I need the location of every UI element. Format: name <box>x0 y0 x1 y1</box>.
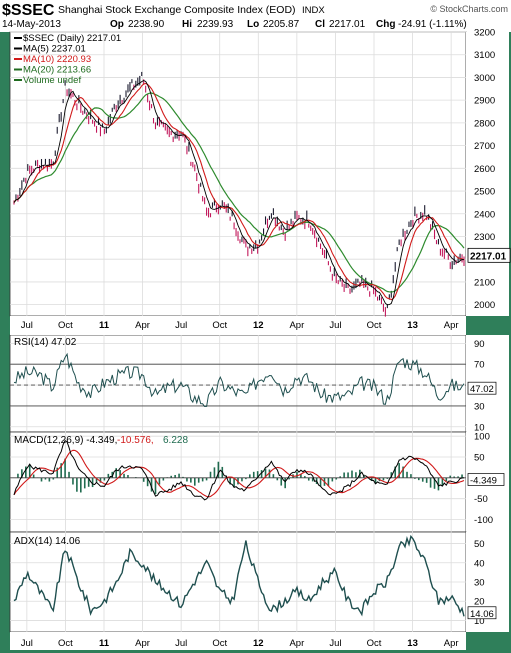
x-label-bottom-1: Oct <box>58 638 73 649</box>
macd-title-b: -10.576, <box>117 435 154 446</box>
macd-title-c: 6.228 <box>163 435 188 446</box>
tick-price-2: 3000 <box>474 73 495 84</box>
x-label-top-6: 12 <box>253 320 264 331</box>
lo-value: 2205.87 <box>263 19 300 30</box>
x-label-bottom-8: Jul <box>329 638 341 649</box>
last-price-box <box>467 247 511 263</box>
x-label-top-9: Oct <box>367 320 382 331</box>
tick-rsi-1: 70 <box>474 360 485 371</box>
tick-price-7: 2500 <box>474 187 495 198</box>
legend-entry-4: Volume undef <box>23 75 81 86</box>
tick-price-8: 2400 <box>474 209 495 220</box>
tick-adx-1: 40 <box>474 558 485 569</box>
x-label-bottom-11: Apr <box>444 638 459 649</box>
tick-macd-1: 50 <box>474 453 485 464</box>
lo-label: Lo <box>247 19 259 30</box>
legend-entry-0: $SSEC (Daily) 2217.01 <box>23 33 121 44</box>
macd-signal-line <box>13 449 465 498</box>
op-label: Op <box>110 19 124 30</box>
tick-rsi-4: 10 <box>474 422 485 433</box>
x-label-bottom-7: Apr <box>289 638 304 649</box>
x-label-bottom-3: Apr <box>135 638 150 649</box>
panel-rsi-bg <box>9 334 467 433</box>
x-label-top-7: Apr <box>289 320 304 331</box>
tick-price-6: 2600 <box>474 164 495 175</box>
header-svg: $SSEC Shanghai Stock Exchange Composite … <box>2 2 508 30</box>
adx-line <box>13 534 465 617</box>
x-label-bottom-2: 11 <box>99 638 110 649</box>
tick-price-0: 3200 <box>474 28 495 39</box>
date-strip-bottom-bg <box>10 632 466 650</box>
rsi-last: 47.02 <box>470 384 494 395</box>
macd-last-box <box>467 473 505 486</box>
chg-label: Chg <box>376 19 395 30</box>
x-label-top-0: Jul <box>21 320 33 331</box>
tick-macd-0: 100 <box>474 432 490 443</box>
macd-line <box>13 439 465 501</box>
macd-title-a: MACD(12,26,9) -4.349, <box>14 435 117 446</box>
x-label-bottom-10: 13 <box>407 638 418 649</box>
x-label-top-3: Apr <box>135 320 150 331</box>
op-value: 2238.90 <box>128 19 165 30</box>
x-label-bottom-9: Oct <box>367 638 382 649</box>
legend-entry-2: MA(10) 2220.93 <box>23 54 91 65</box>
x-label-top-5: Oct <box>212 320 227 331</box>
tick-macd-3: -50 <box>474 494 488 505</box>
date-label: 14-May-2013 <box>2 19 61 30</box>
ma10-line <box>13 82 465 301</box>
x-label-top-1: Oct <box>58 320 73 331</box>
tick-price-12: 2000 <box>474 300 495 311</box>
chg-value: -24.91 (-1.11%) <box>398 19 467 30</box>
watermark: © StockCharts.com <box>430 4 508 14</box>
rsi-last-box <box>467 381 497 395</box>
tick-rsi-0: 90 <box>474 339 485 350</box>
x-label-bottom-0: Jul <box>21 638 33 649</box>
last-price-label: 2217.01 <box>470 251 507 262</box>
x-label-bottom-4: Jul <box>175 638 187 649</box>
rsi-line <box>13 352 465 408</box>
panel-price-axis-bg <box>466 32 509 316</box>
x-label-top-2: 11 <box>99 320 110 331</box>
panel-price-bg <box>9 31 467 317</box>
adx-last: 14.06 <box>470 609 494 620</box>
x-label-bottom-5: Oct <box>212 638 227 649</box>
exchange-label: INDX <box>302 5 325 16</box>
x-label-top-4: Jul <box>175 320 187 331</box>
tick-adx-2: 30 <box>474 578 485 589</box>
tick-price-4: 2800 <box>474 118 495 129</box>
tick-adx-0: 50 <box>474 539 485 550</box>
macd-last: -4.349 <box>470 476 497 487</box>
legend-entry-3: MA(20) 2213.66 <box>23 65 91 76</box>
tick-price-3: 2900 <box>474 96 495 107</box>
symbol-label: $SSEC <box>2 2 55 19</box>
x-label-top-8: Jul <box>329 320 341 331</box>
legend-entry-1: MA(5) 2237.01 <box>23 44 86 55</box>
chart-header: $SSEC Shanghai Stock Exchange Composite … <box>0 0 511 32</box>
adx-title: ADX(14) 14.06 <box>14 536 81 547</box>
tick-rsi-3: 30 <box>474 401 485 412</box>
index-name: Shanghai Stock Exchange Composite Index … <box>58 4 296 16</box>
x-label-top-11: Apr <box>444 320 459 331</box>
cl-value: 2217.01 <box>329 19 366 30</box>
date-strip-bg <box>10 316 466 335</box>
cl-label: Cl <box>315 19 325 30</box>
hi-label: Hi <box>182 19 192 30</box>
tick-adx-3: 20 <box>474 597 485 608</box>
x-label-bottom-6: 12 <box>253 638 264 649</box>
ma5-line <box>13 79 465 306</box>
tick-adx-4: 10 <box>474 616 485 627</box>
tick-price-1: 3100 <box>474 50 495 61</box>
hi-value: 2239.93 <box>197 19 234 30</box>
tick-price-5: 2700 <box>474 141 495 152</box>
tick-price-11: 2100 <box>474 277 495 288</box>
adx-last-box <box>467 606 497 620</box>
rsi-title: RSI(14) 47.02 <box>14 337 77 348</box>
tick-macd-4: -100 <box>474 515 493 526</box>
x-label-top-10: 13 <box>407 320 418 331</box>
tick-price-9: 2300 <box>474 232 495 243</box>
